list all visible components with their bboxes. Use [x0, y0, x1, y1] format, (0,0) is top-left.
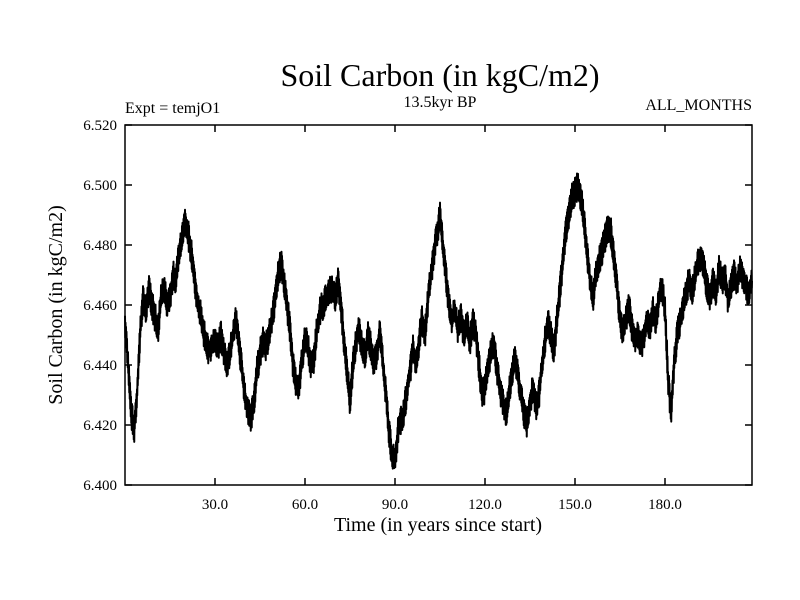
y-tick-label: 6.400	[83, 478, 117, 494]
x-tick-label: 90.0	[382, 497, 408, 513]
series-line	[124, 172, 753, 470]
period-label: 13.5kyr BP	[404, 94, 477, 111]
y-axis-label: Soil Carbon (in kgC/m2)	[45, 205, 67, 404]
months-label: ALL_MONTHS	[645, 97, 752, 114]
y-axis-ticks: 6.400 6.420 6.440 6.460 6.480 6.500 6.520	[83, 118, 752, 494]
y-tick-label: 6.460	[83, 298, 117, 314]
x-tick-label: 120.0	[468, 497, 502, 513]
y-tick-label: 6.480	[83, 238, 117, 254]
y-tick-label: 6.520	[83, 118, 117, 134]
chart-title: Soil Carbon (in kgC/m2)	[280, 57, 599, 93]
x-axis-ticks: 30.0 60.0 90.0 120.0 150.0 180.0	[202, 125, 682, 513]
y-tick-label: 6.420	[83, 418, 117, 434]
x-tick-label: 150.0	[558, 497, 592, 513]
x-tick-label: 60.0	[292, 497, 318, 513]
x-axis-label: Time (in years since start)	[334, 514, 542, 536]
experiment-label: Expt = temjO1	[125, 100, 220, 117]
x-tick-label: 180.0	[648, 497, 682, 513]
x-tick-label: 30.0	[202, 497, 228, 513]
series-group	[124, 172, 753, 470]
y-tick-label: 6.500	[83, 178, 117, 194]
y-tick-label: 6.440	[83, 358, 117, 374]
